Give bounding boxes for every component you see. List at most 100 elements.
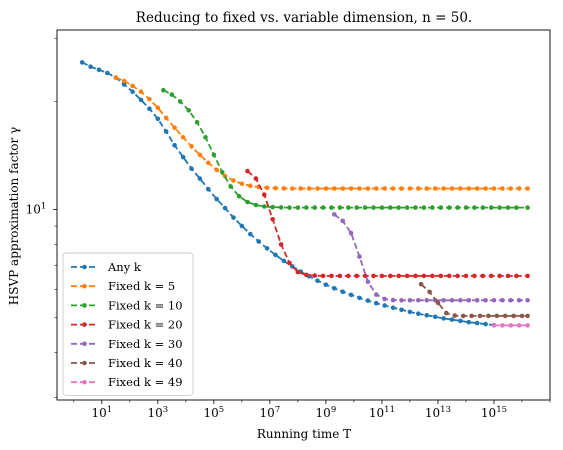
data-point [346, 205, 351, 210]
legend-item: Fixed k = 30 [71, 337, 183, 351]
legend-item: Fixed k = 40 [71, 356, 183, 370]
data-point [287, 260, 292, 266]
legend-marker [82, 379, 87, 385]
data-point [458, 318, 463, 324]
data-point [374, 186, 379, 191]
data-point [379, 273, 385, 279]
data-point [206, 186, 211, 192]
data-point [323, 186, 329, 191]
data-point [189, 166, 194, 171]
series-line [115, 76, 528, 190]
data-point [516, 298, 522, 303]
data-point [488, 205, 494, 210]
data-point [514, 273, 519, 279]
data-point [231, 178, 236, 183]
data-point [460, 313, 466, 319]
data-point [449, 298, 455, 303]
data-point [222, 205, 228, 211]
data-point [452, 313, 458, 318]
legend-marker [82, 283, 87, 289]
data-point [220, 170, 225, 175]
data-point [138, 89, 144, 94]
data-point [416, 298, 421, 303]
data-point [180, 154, 186, 160]
data-point [424, 313, 430, 318]
data-point [332, 186, 337, 191]
data-point [455, 273, 460, 279]
data-point [155, 105, 161, 111]
data-point [491, 186, 497, 191]
data-point [323, 282, 329, 288]
data-point [421, 273, 427, 279]
data-point [424, 298, 430, 303]
data-point [264, 185, 270, 191]
legend-label: Fixed k = 49 [108, 375, 183, 389]
legend-label: Fixed k = 30 [108, 337, 183, 351]
data-point [435, 300, 441, 306]
legend-marker [82, 303, 87, 308]
series-1 [113, 75, 530, 191]
x-axis-label: Running time T [257, 427, 351, 441]
data-point [113, 75, 119, 80]
data-point [511, 313, 516, 319]
data-point [494, 313, 500, 319]
data-point [508, 298, 514, 303]
data-point [371, 205, 376, 210]
data-point [483, 321, 488, 327]
data-point [371, 273, 376, 279]
data-point [488, 273, 494, 279]
data-point [214, 196, 219, 202]
data-point [483, 186, 488, 191]
data-point [407, 186, 413, 191]
data-point [497, 273, 502, 279]
series-3 [245, 168, 530, 279]
data-point [273, 252, 278, 258]
data-point [245, 168, 250, 174]
data-point [480, 273, 486, 279]
x-tick-label: 1013 [425, 405, 451, 420]
data-point [466, 186, 472, 191]
data-point [172, 125, 177, 130]
data-point [197, 152, 203, 158]
data-point [441, 298, 446, 303]
x-tick-label: 1011 [369, 405, 395, 420]
data-point [516, 186, 522, 191]
x-tick-label: 101 [91, 405, 112, 420]
data-point [206, 160, 211, 166]
data-point [281, 258, 287, 264]
data-point [264, 246, 270, 251]
data-point [329, 273, 334, 279]
data-point [396, 273, 402, 279]
data-point [508, 323, 514, 328]
data-point [483, 298, 488, 303]
data-point [337, 273, 343, 279]
legend-marker [82, 360, 87, 366]
legend-label: Fixed k = 20 [108, 318, 183, 332]
data-point [278, 242, 284, 247]
data-point [474, 186, 480, 191]
data-point [362, 205, 368, 210]
data-point [390, 186, 396, 191]
data-point [382, 296, 388, 302]
data-point [474, 298, 480, 303]
data-point [486, 313, 491, 319]
data-point [290, 186, 295, 191]
data-point [480, 205, 486, 210]
data-point [416, 311, 421, 317]
data-point [508, 186, 514, 191]
series-line [246, 170, 528, 277]
data-point [396, 205, 402, 210]
data-point [357, 254, 362, 259]
data-point [155, 116, 161, 122]
data-point [236, 193, 242, 199]
data-point [231, 215, 236, 220]
legend-item: Fixed k = 20 [71, 318, 183, 332]
legend-box [62, 252, 194, 396]
data-point [180, 135, 186, 140]
data-point [463, 205, 469, 210]
x-tick-label: 109 [316, 405, 337, 420]
legend: Any k Fixed k = 5 Fixed k = 10 Fixed k = 20… [62, 252, 194, 396]
x-tick-label: 1015 [481, 405, 507, 420]
data-point [340, 289, 346, 295]
data-point [147, 106, 152, 111]
